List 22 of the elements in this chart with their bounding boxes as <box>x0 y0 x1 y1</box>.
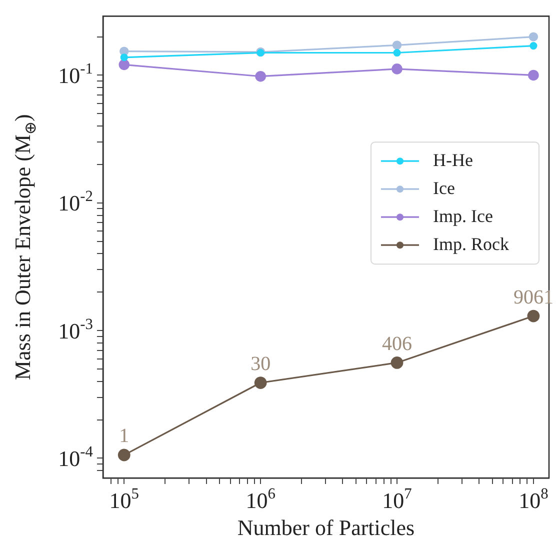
point <box>120 54 128 62</box>
point <box>530 42 538 50</box>
annotation: 406 <box>382 332 412 355</box>
legend-label: H-He <box>433 150 473 170</box>
point <box>528 32 538 42</box>
x-axis-title: Number of Particles <box>237 514 415 540</box>
point <box>392 64 402 74</box>
point <box>393 48 401 57</box>
point <box>390 356 404 369</box>
point <box>255 70 266 82</box>
legend-label: Imp. Ice <box>433 206 493 226</box>
point <box>118 448 130 462</box>
legend-label: Ice <box>433 178 455 198</box>
point <box>118 59 130 70</box>
annotation: 1 <box>119 425 130 448</box>
point <box>528 70 539 81</box>
annotation: 30 <box>250 353 271 376</box>
point <box>254 376 267 389</box>
point <box>392 40 402 50</box>
point <box>527 310 540 322</box>
y-axis-title: Mass in Outer Envelope (M⊕) <box>10 114 40 380</box>
legend-label: Imp. Rock <box>433 234 509 254</box>
